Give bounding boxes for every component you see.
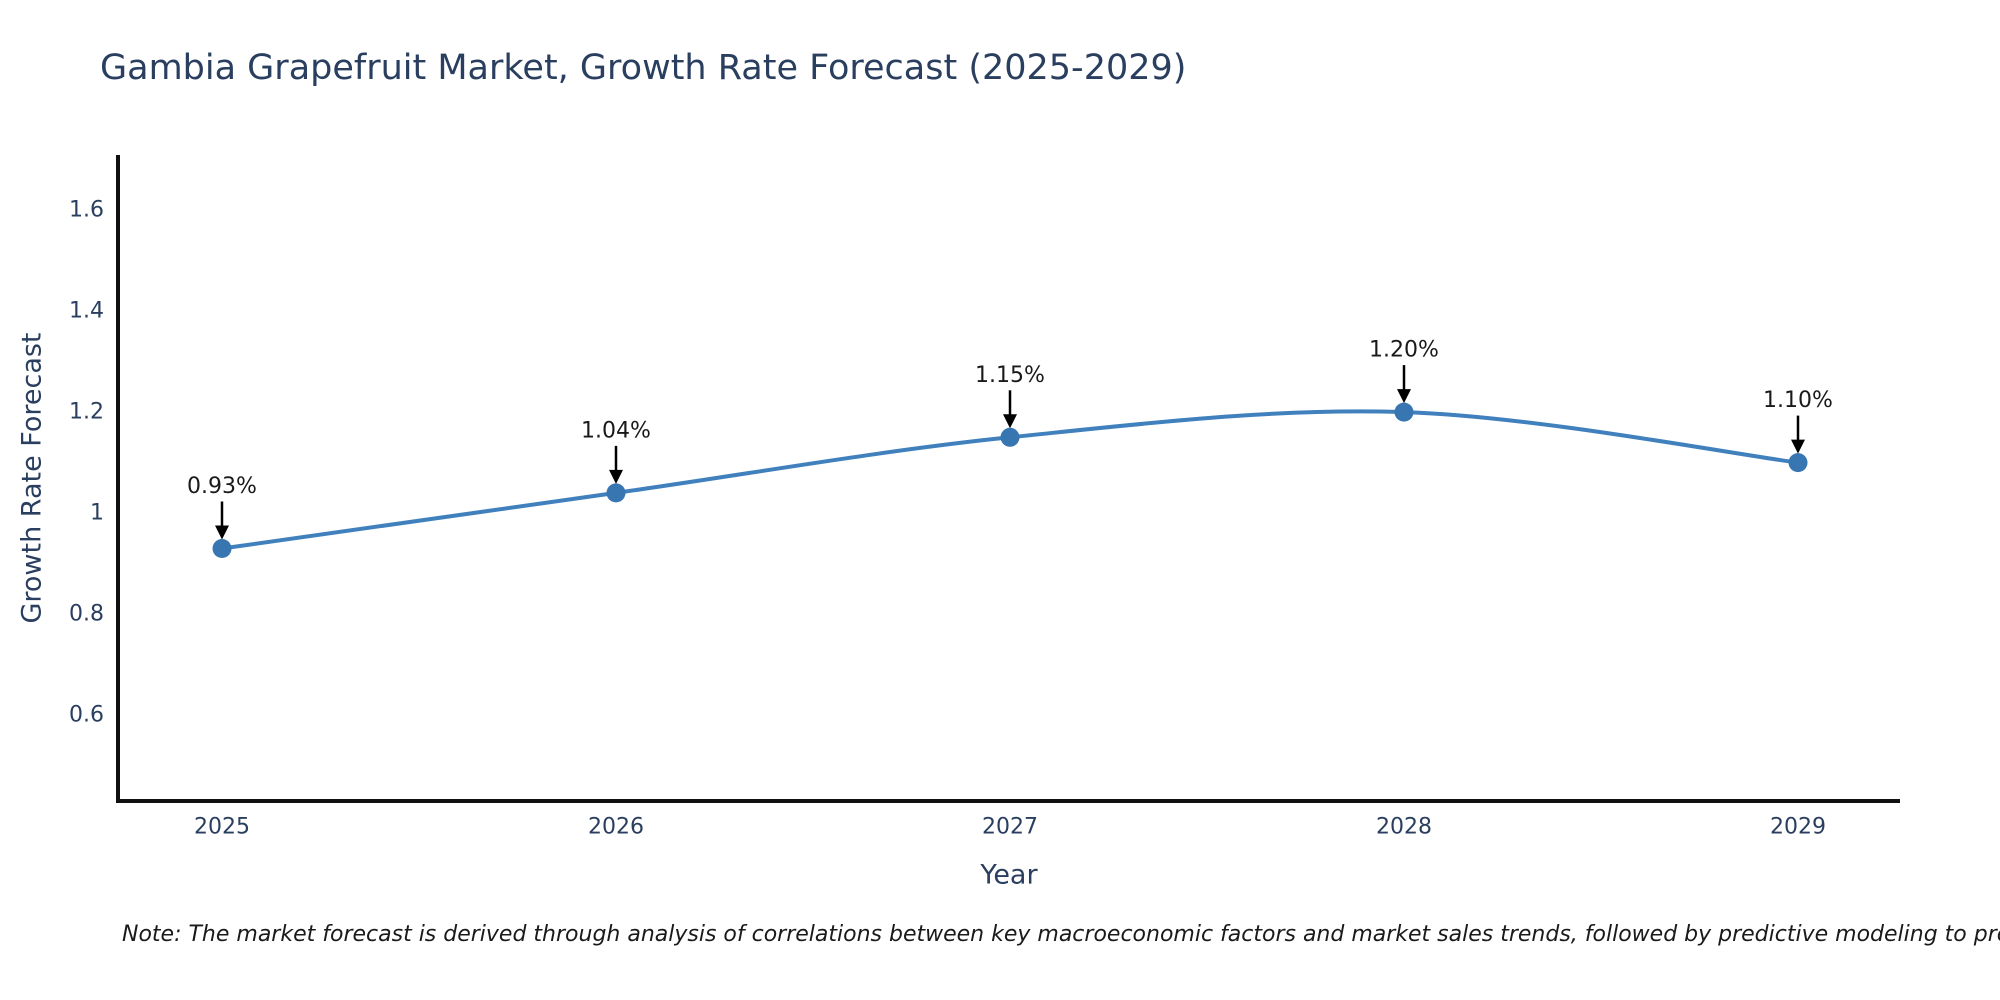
y-tick-label: 1.6 (69, 198, 104, 223)
point-annotation-label: 0.93% (187, 474, 257, 499)
data-point-marker (606, 483, 626, 503)
point-annotation-label: 1.15% (975, 363, 1045, 388)
x-tick-label: 2028 (1376, 815, 1432, 840)
y-tick-label: 1.2 (69, 400, 104, 425)
data-point-marker (1394, 402, 1414, 422)
footnote: Note: The market forecast is derived thr… (122, 922, 2000, 947)
y-tick-label: 0.6 (69, 703, 104, 728)
y-tick-label: 1.4 (69, 299, 104, 324)
data-point-marker (1788, 453, 1808, 473)
data-point-marker (212, 539, 232, 558)
x-tick-label: 2029 (1770, 815, 1826, 840)
annotation-arrowhead (215, 525, 229, 540)
x-tick-label: 2025 (194, 815, 250, 840)
x-tick-label: 2027 (982, 815, 1038, 840)
chart-title: Gambia Grapefruit Market, Growth Rate Fo… (100, 48, 1187, 88)
annotation-arrowhead (1791, 439, 1805, 454)
y-tick-label: 1 (90, 501, 104, 526)
annotation-arrowhead (1003, 414, 1017, 429)
point-annotation-label: 1.04% (581, 418, 651, 443)
annotation-arrowhead (1397, 389, 1411, 404)
point-annotation-label: 1.10% (1763, 388, 1833, 413)
data-point-marker (1000, 427, 1020, 447)
x-tick-label: 2026 (588, 815, 644, 840)
y-tick-label: 0.8 (69, 602, 104, 627)
x-axis-title: Year (980, 859, 1038, 891)
point-annotation-label: 1.20% (1369, 338, 1439, 363)
annotation-arrowhead (609, 469, 623, 484)
